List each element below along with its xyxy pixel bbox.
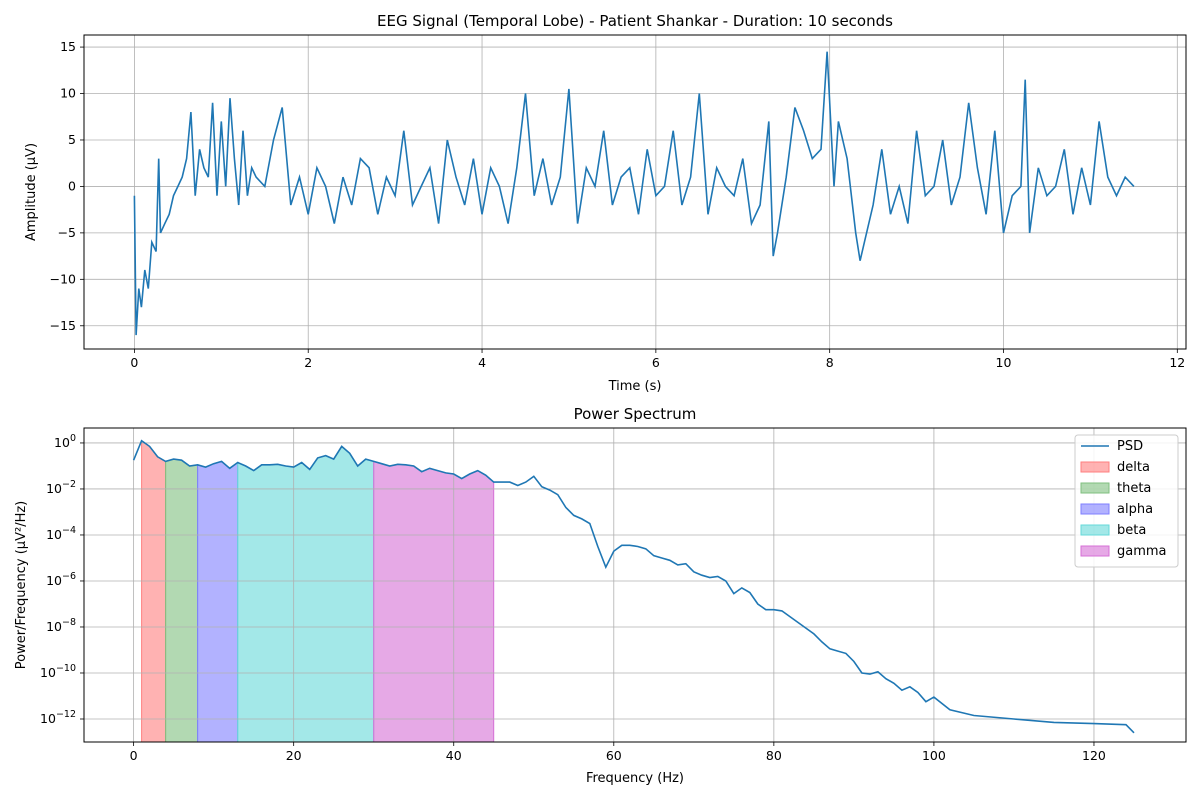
y-tick-label: 5 [68,132,76,147]
x-tick-label: 10 [996,355,1012,370]
y-tick-label: −10 [50,271,76,286]
eeg-gridlines [84,35,1186,349]
psd-band-fills [141,439,495,743]
legend-beta-label: beta [1117,523,1146,538]
eeg-y-axis-label: Amplitude (μV) [24,143,39,241]
band-theta-fill [165,458,199,743]
y-tick-label: 10−6 [46,571,76,588]
legend-beta-swatch [1080,524,1110,536]
y-tick-label: −15 [50,318,76,333]
legend-gamma-swatch [1080,545,1110,557]
y-tick-label: 10−4 [46,525,76,542]
y-tick-label: 100 [54,433,76,450]
x-tick-label: 12 [1169,355,1185,370]
eeg-ticks: 0 2 4 6 8 10 12 −15 −10 −5 0 5 10 15 [50,39,1186,370]
eeg-axes-frame [83,34,1187,350]
legend-theta-swatch [1080,482,1110,494]
legend-delta-label: delta [1117,460,1150,475]
psd-chart-title: Power Spectrum [574,405,697,423]
psd-ticks: 0 20 40 60 80 100 120 100 10−2 10−4 10−6 10−8 10−10 1… [40,433,1106,763]
x-tick-label: 8 [826,355,834,370]
legend-gamma-label: gamma [1117,544,1167,559]
band-alpha-fill [197,460,239,743]
band-beta-fill [237,445,375,743]
psd-axes-frame [83,427,1187,743]
y-tick-label: 10 [60,86,76,101]
eeg-x-axis-label: Time (s) [608,379,662,394]
band-delta-fill [141,439,167,743]
psd-x-axis-label: Frequency (Hz) [586,771,684,786]
y-tick-label: 10−12 [40,709,76,726]
eeg-chart-title: EEG Signal (Temporal Lobe) - Patient Sha… [377,12,893,30]
y-tick-label: 10−2 [46,479,76,496]
y-tick-label: 10−10 [40,663,76,680]
legend-alpha-label: alpha [1117,502,1153,517]
band-gamma-fill [373,460,495,743]
x-tick-label: 100 [922,748,946,763]
x-tick-label: 2 [304,355,312,370]
x-tick-label: 60 [606,748,622,763]
y-tick-label: −5 [58,225,76,240]
x-tick-label: 6 [652,355,660,370]
eeg-signal-chart: 0 2 4 6 8 10 12 −15 −10 −5 0 5 10 15 EEG Signal (Temp… [24,12,1187,394]
x-tick-label: 4 [478,355,486,370]
x-tick-label: 120 [1082,748,1106,763]
psd-line [132,439,1135,734]
psd-y-axis-label: Power/Frequency (μV²/Hz) [14,501,29,669]
x-tick-label: 40 [446,748,462,763]
x-tick-label: 0 [130,748,138,763]
psd-legend: PSD delta theta alpha beta gamma [1074,434,1179,568]
y-tick-label: 10−8 [46,617,76,634]
power-spectrum-chart: 0 20 40 60 80 100 120 100 10−2 10−4 10−6 10−8 10−10 1… [14,405,1187,786]
legend-delta-swatch [1080,461,1110,473]
legend-alpha-swatch [1080,503,1110,515]
x-tick-label: 0 [130,355,138,370]
x-tick-label: 80 [766,748,782,763]
x-tick-label: 20 [286,748,302,763]
legend-theta-label: theta [1117,481,1151,496]
y-tick-label: 15 [60,39,76,54]
eeg-signal-line [133,51,1135,336]
y-tick-label: 0 [68,178,76,193]
psd-gridlines [84,428,1186,742]
legend-psd-label: PSD [1117,439,1143,454]
